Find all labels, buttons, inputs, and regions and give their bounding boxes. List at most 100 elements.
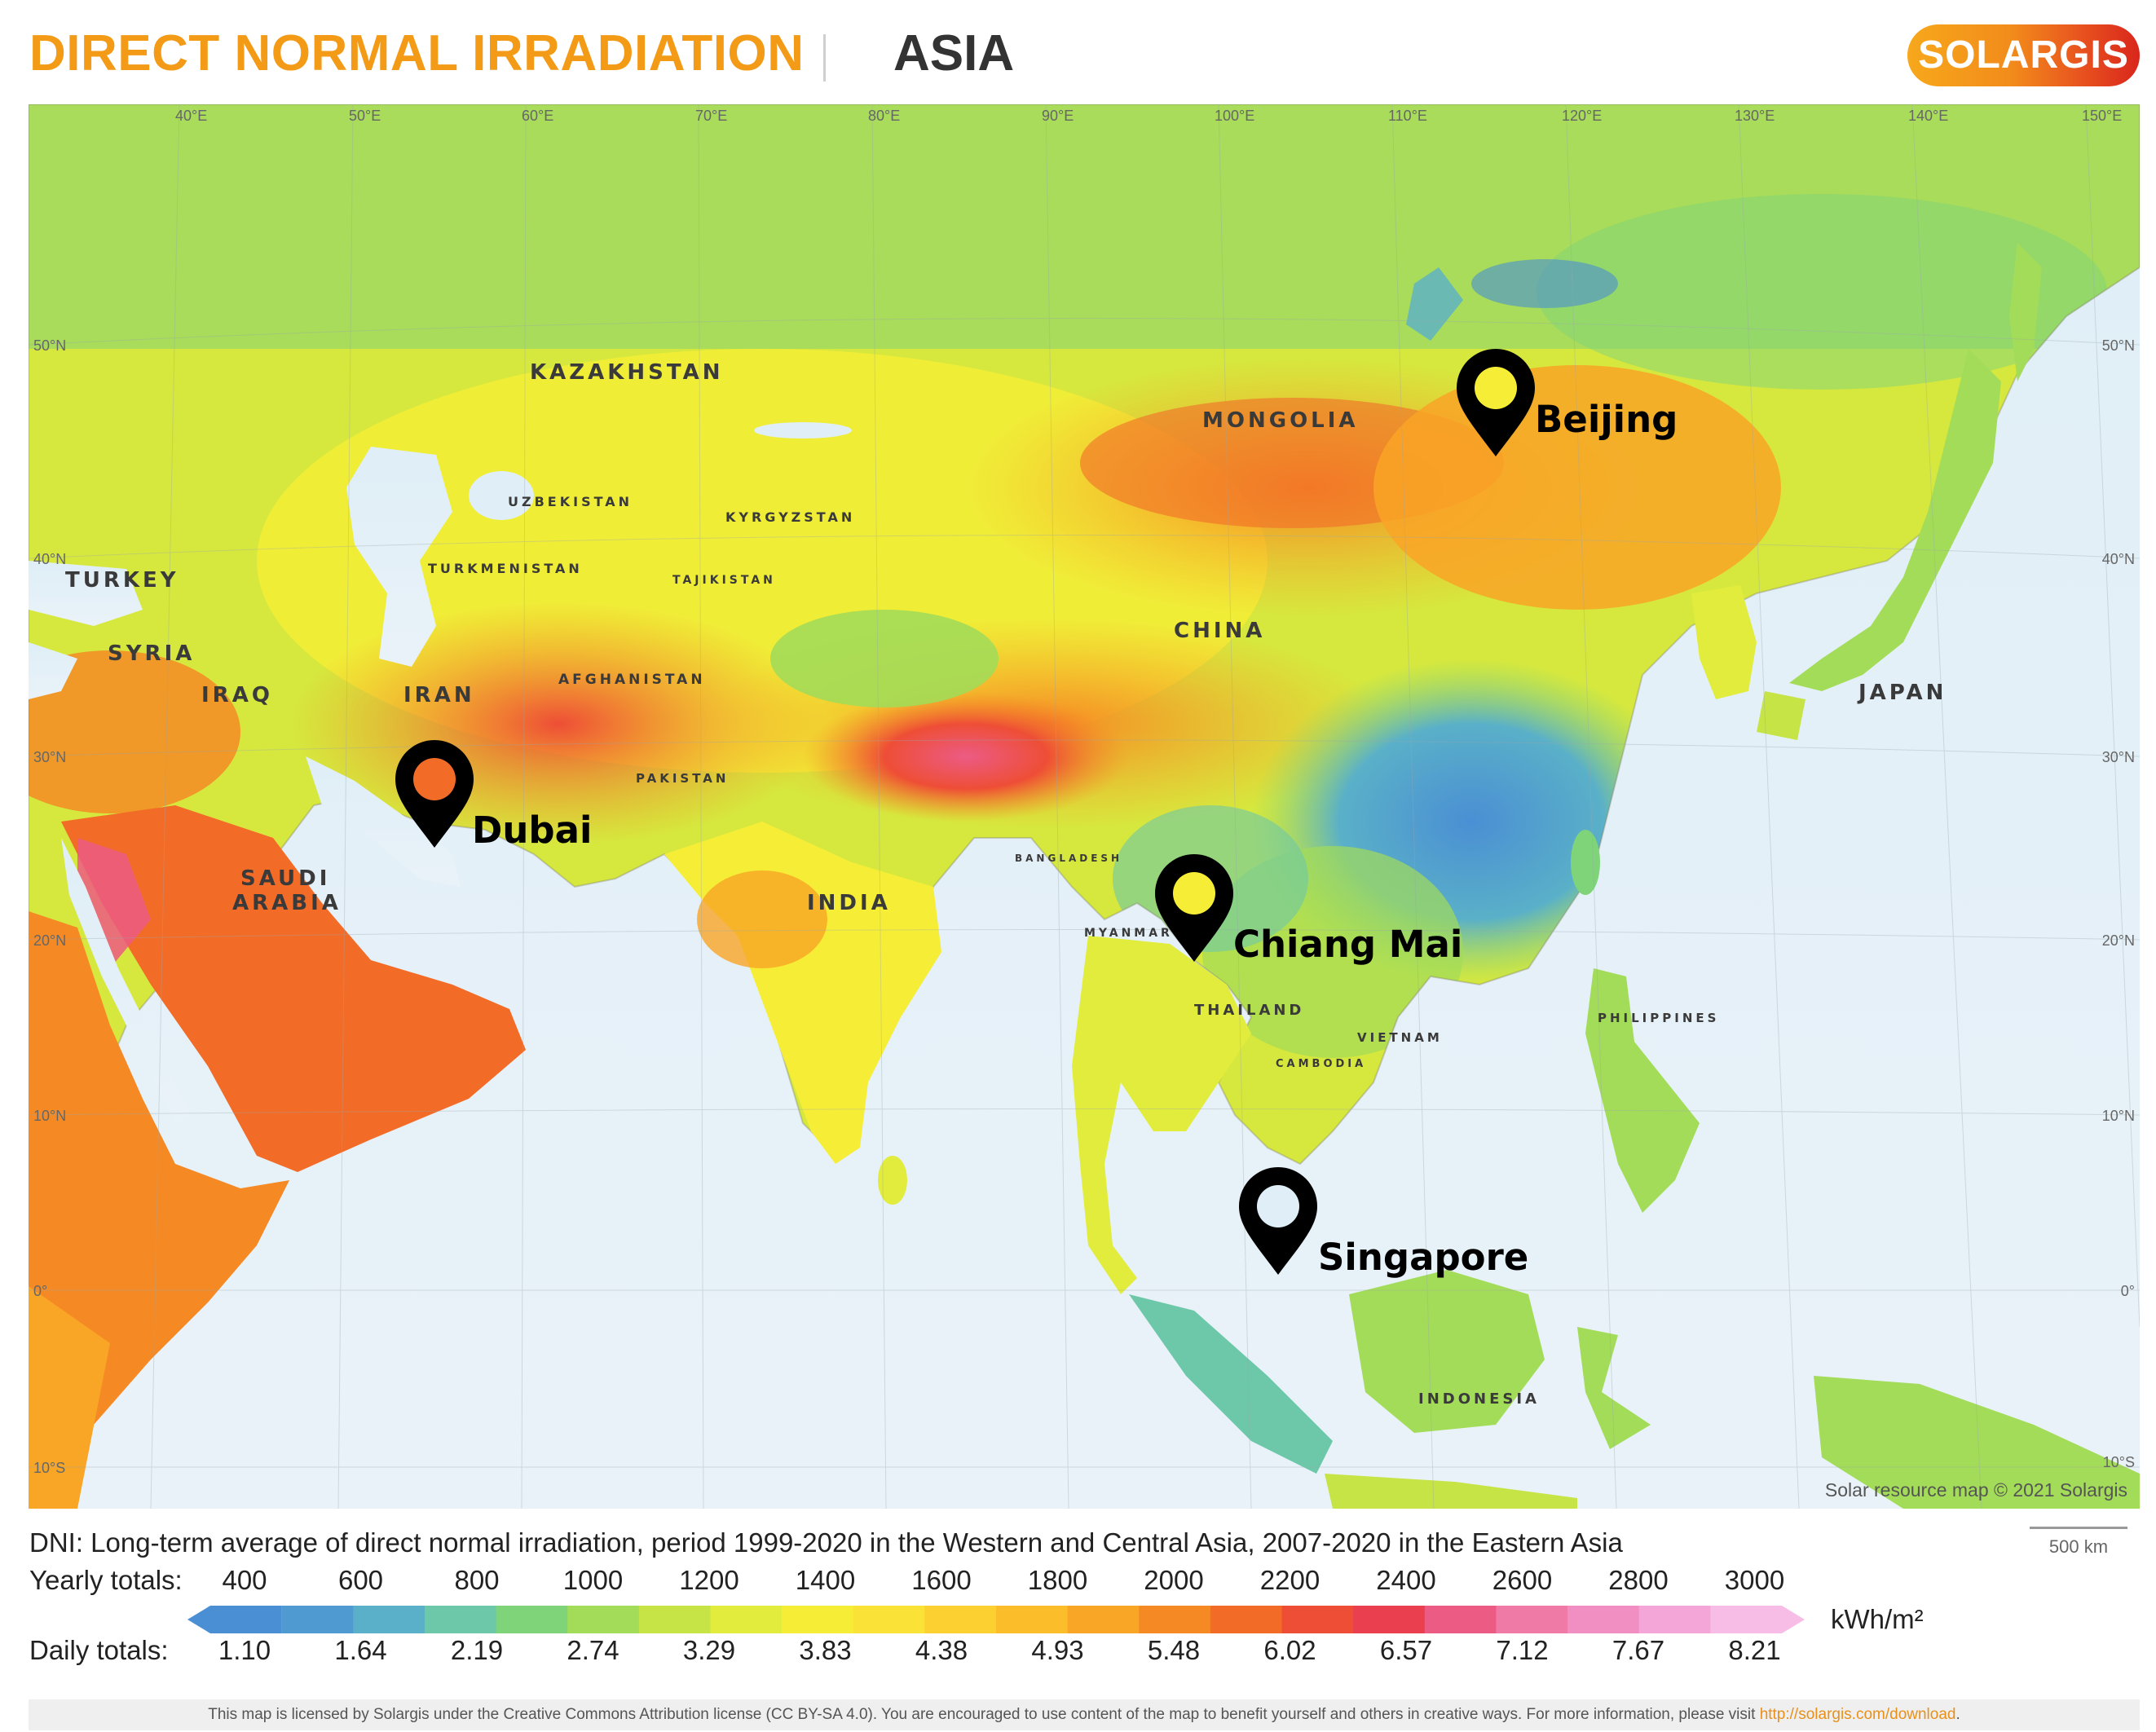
country-labels: KAZAKHSTAN MONGOLIA UZBEKISTAN KYRGYZSTA…: [65, 360, 1943, 1408]
lon-label: 90°E: [1042, 108, 1074, 124]
lat-label: 50°N: [2102, 337, 2135, 354]
yearly-tick: 2400: [1376, 1565, 1436, 1595]
daily-tick: 6.57: [1379, 1635, 1433, 1665]
country-label-syria: SYRIA: [108, 641, 195, 666]
ramp-segment: [353, 1606, 425, 1633]
lat-label: 10°S: [33, 1460, 65, 1476]
ramp-segment: [710, 1606, 783, 1633]
new-guinea: [1814, 1376, 2140, 1509]
daily-tick: 4.93: [1031, 1635, 1084, 1665]
yearly-tick: 2200: [1259, 1565, 1320, 1595]
country-label-bangladesh: BANGLADESH: [1015, 853, 1122, 864]
yearly-tick: 1400: [795, 1565, 856, 1595]
lon-label: 110°E: [1388, 108, 1427, 124]
city-marker-beijing[interactable]: Beijing: [1457, 349, 1678, 456]
yearly-tick: 1600: [911, 1565, 972, 1595]
map-caption: DNI: Long-term average of direct normal …: [29, 1527, 1623, 1558]
download-link[interactable]: http://solargis.com/download: [1759, 1706, 1956, 1723]
country-label-cambodia: CAMBODIA: [1276, 1058, 1366, 1070]
country-label-philippines: PHILIPPINES: [1598, 1011, 1719, 1025]
daily-tick: 2.74: [567, 1635, 619, 1665]
yearly-tick: 1000: [562, 1565, 624, 1595]
longitude-labels: 40°E 50°E 60°E 70°E 80°E 90°E 100°E 110°…: [175, 108, 2122, 124]
ramp-segment: [281, 1606, 354, 1633]
city-label: Dubai: [472, 809, 592, 852]
solargis-logo[interactable]: SOLARGIS: [1907, 24, 2140, 86]
yearly-tick: 800: [454, 1565, 500, 1595]
country-label-uzbekistan: UZBEKISTAN: [508, 494, 633, 509]
daily-tick: 4.38: [915, 1635, 968, 1665]
lat-label: 40°N: [2102, 551, 2135, 567]
country-label-mongolia: MONGOLIA: [1202, 408, 1359, 433]
lat-label: 20°N: [2102, 932, 2135, 949]
color-ramp: [187, 1606, 1805, 1633]
yearly-tick: 3000: [1724, 1565, 1785, 1595]
license-end: .: [1955, 1706, 1960, 1723]
scale-bar-line: [2030, 1527, 2127, 1529]
yearly-tick: 2000: [1144, 1565, 1204, 1595]
country-label-vietnam: VIETNAM: [1357, 1030, 1443, 1045]
africa-horn: [29, 911, 289, 1457]
daily-tick: 6.02: [1263, 1635, 1316, 1665]
latitude-labels-right: 50°N 40°N 30°N 20°N 10°N 0° 10°S: [2102, 337, 2135, 1470]
irradiation-map[interactable]: 40°E 50°E 60°E 70°E 80°E 90°E 100°E 110°…: [29, 104, 2140, 1509]
ramp-segment: [1139, 1606, 1211, 1633]
lon-label: 60°E: [522, 108, 553, 124]
license-text: This map is licensed by Solargis under t…: [29, 1706, 2140, 1724]
ramp-segment: [1567, 1606, 1640, 1633]
java: [1325, 1474, 1577, 1509]
lon-label: 130°E: [1735, 108, 1775, 124]
caspian-sea: [346, 447, 452, 667]
lat-label: 30°N: [2102, 749, 2135, 765]
lat-label: 40°N: [33, 551, 66, 567]
city-marker-singapore[interactable]: Singapore: [1239, 1167, 1528, 1279]
country-label-kazakhstan: KAZAKHSTAN: [530, 360, 723, 385]
lat-label: 10°N: [33, 1108, 66, 1124]
ramp-segment: [1067, 1606, 1140, 1633]
ramp-segment: [496, 1606, 568, 1633]
lon-label: 80°E: [868, 108, 900, 124]
map-title: DIRECT NORMAL IRRADIATION: [29, 25, 805, 82]
latitude-labels-left: 50°N 40°N 30°N 20°N 10°N 0° 10°S: [33, 337, 66, 1476]
title-divider: [823, 34, 826, 82]
daily-tick: 5.48: [1147, 1635, 1201, 1665]
country-label-turkey: TURKEY: [65, 568, 179, 593]
ramp-segment: [1281, 1606, 1354, 1633]
country-label-kyrgyzstan: KYRGYZSTAN: [725, 509, 855, 525]
yearly-tick: 1200: [679, 1565, 739, 1595]
legend-unit: kWh/m²: [1831, 1604, 1924, 1634]
map-copyright: Solar resource map © 2021 Solargis: [1825, 1479, 2127, 1501]
daily-totals-label: Daily totals:: [29, 1635, 169, 1665]
ramp-segment: [924, 1606, 997, 1633]
lat-label: 10°S: [2103, 1454, 2135, 1470]
lat-label: 0°: [33, 1283, 47, 1299]
lon-label: 70°E: [695, 108, 727, 124]
ramp-segment: [1353, 1606, 1426, 1633]
country-label-india: INDIA: [807, 891, 891, 915]
city-label: Chiang Mai: [1233, 923, 1462, 966]
city-marker-chiang-mai[interactable]: Chiang Mai: [1155, 854, 1462, 966]
indochina: [1072, 936, 1251, 1294]
ramp-segment: [424, 1606, 497, 1633]
yearly-tick: 600: [337, 1565, 384, 1595]
region-title: ASIA: [893, 25, 1015, 82]
lat-label: 20°N: [33, 932, 66, 949]
scale-bar-label: 500 km: [2048, 1536, 2109, 1557]
ramp-segment: [1496, 1606, 1568, 1633]
ramp-segment: [996, 1606, 1069, 1633]
lat-label: 30°N: [33, 749, 66, 765]
lon-label: 150°E: [2082, 108, 2122, 124]
daily-tick: 3.29: [682, 1635, 736, 1665]
daily-tick: 1.10: [218, 1635, 271, 1665]
country-label-afghanistan: AFGHANISTAN: [558, 672, 706, 688]
scale-bar: 500 km: [2030, 1527, 2127, 1564]
arabian-peninsula: [61, 805, 526, 1172]
daily-tick: 8.21: [1728, 1635, 1781, 1665]
ramp-segment: [1424, 1606, 1497, 1633]
city-marker-dubai[interactable]: Dubai: [395, 740, 592, 852]
country-label-thailand: THAILAND: [1194, 1002, 1304, 1019]
daily-tick: 2.19: [450, 1635, 504, 1665]
logo-text: SOLARGIS: [1918, 33, 2129, 77]
country-label-turkmenistan: TURKMENISTAN: [428, 561, 583, 576]
japan: [1789, 349, 2001, 691]
